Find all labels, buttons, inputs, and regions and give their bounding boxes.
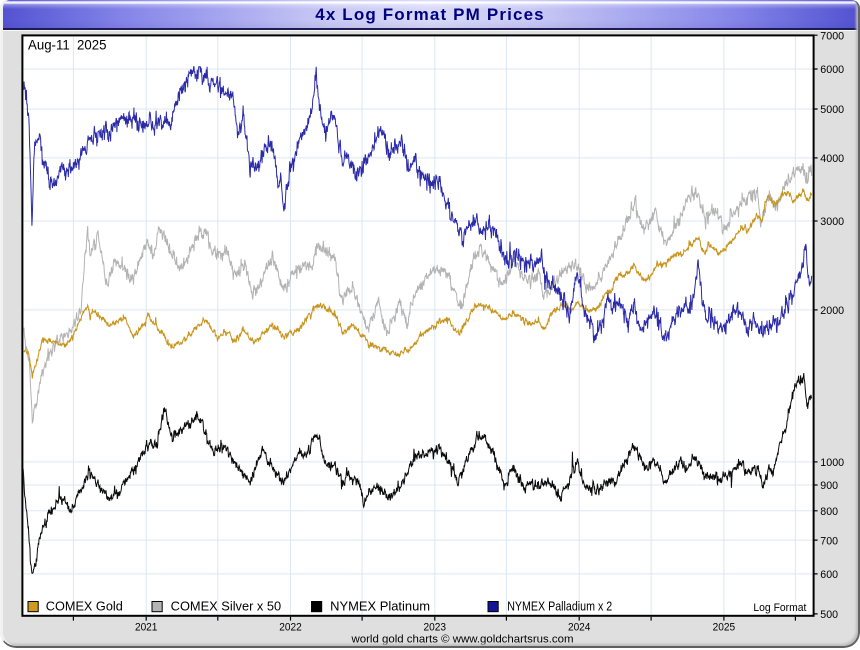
svg-text:NYMEX Palladium x 2: NYMEX Palladium x 2 [507,599,612,613]
svg-text:700: 700 [820,535,838,547]
svg-text:7000: 7000 [820,30,844,42]
svg-text:2024: 2024 [568,622,591,634]
svg-text:3000: 3000 [820,216,844,228]
svg-text:6000: 6000 [820,64,844,76]
svg-text:900: 900 [820,480,838,492]
svg-text:800: 800 [820,506,838,518]
svg-text:4000: 4000 [820,153,844,165]
svg-text:2022: 2022 [279,622,302,634]
svg-text:1000: 1000 [820,457,844,469]
svg-text:NYMEX Platinum: NYMEX Platinum [330,599,430,613]
svg-text:Aug-11 2025: Aug-11 2025 [28,37,107,52]
svg-text:2000: 2000 [820,305,844,317]
svg-text:COMEX Gold: COMEX Gold [46,599,123,613]
svg-text:COMEX Silver x 50: COMEX Silver x 50 [171,599,282,613]
svg-text:2025: 2025 [713,622,736,634]
svg-text:500: 500 [820,609,838,621]
svg-text:2021: 2021 [135,622,158,634]
svg-text:world gold charts © www.goldch: world gold charts © www.goldchartsrus.co… [350,634,573,646]
svg-text:600: 600 [820,569,838,581]
svg-text:2023: 2023 [424,622,447,634]
svg-text:Log Format: Log Format [753,602,807,614]
svg-text:5000: 5000 [820,104,844,116]
